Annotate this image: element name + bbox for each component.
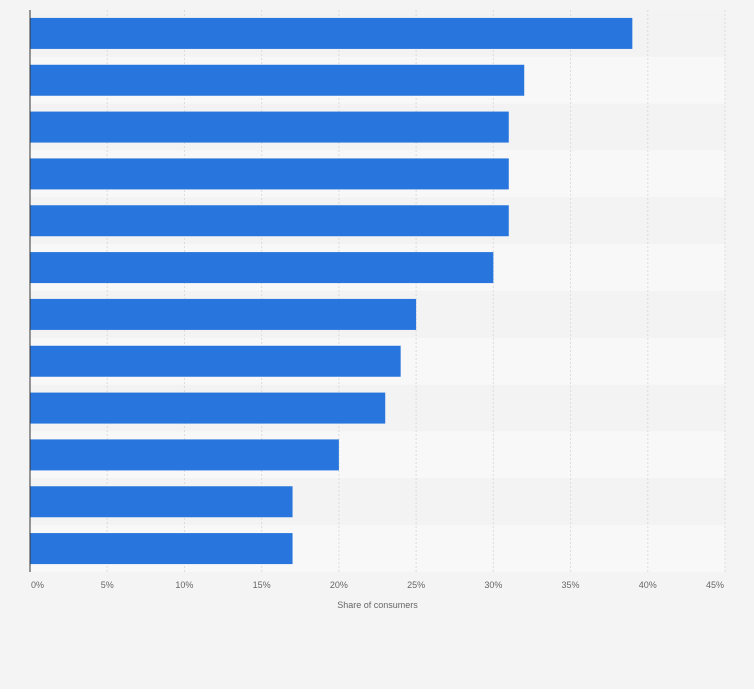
x-axis-ticks: 0% 5% 10% 15% 20% 25% 30% 35% 40% 45% [31,580,724,590]
x-tick-label: 35% [562,580,580,590]
x-tick-label: 5% [101,580,114,590]
x-tick-label: 0% [31,580,44,590]
x-tick-label: 20% [330,580,348,590]
bar[interactable] [30,533,293,565]
bar[interactable] [30,205,509,237]
x-tick-label: 40% [639,580,657,590]
x-tick-label: 25% [407,580,425,590]
bars [30,17,633,565]
bar[interactable] [30,486,293,518]
bar[interactable] [30,111,509,143]
bar[interactable] [30,392,386,424]
gridlines [106,10,726,572]
bar[interactable] [30,298,417,330]
x-tick-label: 15% [253,580,271,590]
bar[interactable] [30,345,401,377]
bar[interactable] [30,17,633,49]
bar[interactable] [30,158,509,190]
x-tick-label: 30% [484,580,502,590]
bar[interactable] [30,252,494,284]
x-tick-label: 10% [175,580,193,590]
x-tick-label: 45% [706,580,724,590]
bar[interactable] [30,439,339,471]
bar[interactable] [30,64,525,96]
x-axis-title: Share of consumers [337,600,418,610]
